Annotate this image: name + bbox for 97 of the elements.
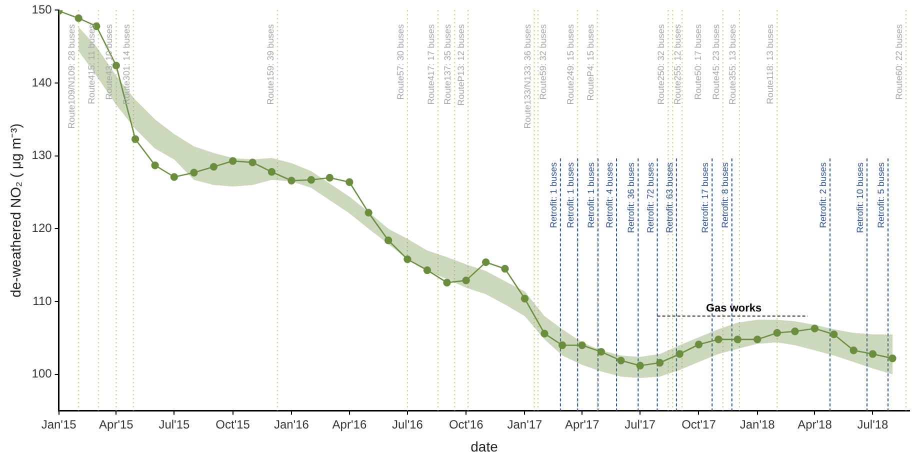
point	[636, 362, 644, 370]
ref-line-label: Retrofit: 4 buses	[604, 162, 615, 228]
ref-line-label: Route45: 23 buses	[710, 24, 721, 100]
x-tick-label: Jan'15	[41, 417, 77, 432]
point	[850, 346, 858, 354]
ref-line-label: Route137: 35 buses	[442, 24, 453, 105]
point	[830, 330, 838, 338]
point	[676, 350, 684, 358]
point	[228, 157, 237, 165]
ref-line-label: Retrofit: 63 buses	[664, 162, 674, 233]
y-tick-label: 140	[32, 75, 52, 90]
ref-line-label: Retrofit: 1 buses	[548, 162, 558, 228]
point	[112, 62, 120, 70]
ref-line-label: Route50: 17 buses	[693, 24, 704, 100]
y-tick-label: 100	[32, 366, 52, 381]
ref-line-label: Route60: 22 buses	[894, 24, 904, 100]
point	[617, 356, 625, 364]
point	[754, 336, 762, 344]
ref-line-label: Route159: 39 buses	[265, 24, 276, 105]
point	[326, 174, 334, 182]
point	[210, 162, 218, 171]
y-axis-title: de-weathered NO₂ ( μg m⁻³)	[7, 123, 24, 298]
ref-line-label: Route250: 32 buses	[656, 24, 666, 105]
point	[791, 328, 799, 336]
x-axis-title: date	[470, 438, 498, 454]
y-tick-label: 150	[32, 2, 52, 17]
point	[714, 336, 722, 344]
x-tick-label: Jul'15	[158, 417, 190, 432]
ref-line-label: Retrofit: 72 buses	[645, 162, 656, 233]
x-tick-label: Jul'17	[624, 417, 656, 432]
point	[694, 340, 703, 348]
point	[74, 14, 82, 22]
ref-line-label: Route355: 13 buses	[728, 24, 738, 105]
ref-line-label: Route43: 10 buses	[104, 24, 114, 100]
point	[346, 178, 354, 186]
point	[190, 168, 198, 176]
point	[384, 236, 392, 244]
point	[151, 161, 159, 170]
ref-line-label: Route255: 12 buses	[672, 24, 683, 105]
point	[248, 158, 256, 166]
point	[288, 176, 296, 184]
point	[501, 264, 509, 273]
point	[773, 329, 781, 337]
x-tick-label: Apr'16	[332, 417, 367, 432]
point	[404, 255, 412, 264]
point	[868, 350, 877, 358]
ref-line-label: RouteP4: 15 buses	[585, 24, 596, 101]
x-tick-label: Jul'16	[392, 417, 424, 432]
point	[734, 336, 742, 344]
point	[268, 168, 276, 176]
point	[170, 173, 178, 181]
point	[462, 276, 470, 284]
point	[597, 348, 606, 356]
x-tick-label: Jan'17	[507, 417, 543, 432]
ref-line-label: Retrofit: 5 buses	[876, 162, 886, 228]
ref-line-label: Retrofit: 1 buses	[566, 162, 576, 228]
x-tick-label: Oct'16	[448, 417, 484, 432]
point	[364, 208, 372, 217]
ref-line-label: Route118: 13 buses	[765, 24, 776, 104]
x-tick-label: Jul'18	[857, 417, 889, 432]
point	[810, 324, 819, 332]
point	[443, 278, 451, 286]
ref-line-label: Retrofit: 8 buses	[720, 162, 730, 228]
y-tick-label: 130	[32, 148, 52, 162]
ref-line-label: Route133/N133: 36 buses	[522, 24, 532, 129]
ref-line-label: Route57: 30 buses	[395, 24, 406, 100]
point	[482, 258, 490, 266]
point	[307, 176, 316, 184]
x-tick-label: Apr'18	[798, 417, 832, 432]
point	[131, 135, 140, 143]
point	[520, 294, 529, 302]
y-tick-label: 120	[32, 221, 52, 236]
ref-line-label: Route301: 14 buses	[121, 24, 132, 105]
ref-line-label: Retrofit: 36 buses	[626, 162, 636, 233]
y-tick-label: 110	[32, 294, 52, 308]
ref-line-label: RouteP13: 12 buses	[456, 24, 466, 106]
ref-line-label: Retrofit: 10 buses	[854, 162, 865, 233]
ref-line-label: Route417: 17 buses	[426, 24, 436, 105]
x-tick-label: Oct'15	[216, 417, 250, 432]
ref-line-label: Route109/N109: 28 buses	[66, 24, 77, 129]
x-tick-label: Jan'16	[274, 417, 310, 432]
x-tick-label: Apr'15	[99, 417, 134, 432]
x-tick-label: Oct'17	[682, 417, 716, 432]
point	[888, 354, 896, 362]
annotation: Gas works	[706, 302, 762, 315]
ref-line-label: Route59: 32 buses	[538, 24, 548, 100]
x-tick-label: Apr'17	[564, 417, 600, 432]
point	[578, 341, 586, 350]
ref-line-label: Retrofit: 17 buses	[700, 162, 710, 233]
point	[540, 330, 548, 338]
point	[423, 266, 432, 274]
ref-line-label: Retrofit: 2 buses	[818, 162, 828, 228]
point	[558, 341, 566, 350]
point	[656, 358, 664, 367]
ref-line-label: Retrofit: 1 buses	[586, 162, 596, 228]
x-tick-label: Jan'18	[740, 417, 776, 432]
ref-line-label: Route249: 15 buses	[566, 24, 576, 105]
